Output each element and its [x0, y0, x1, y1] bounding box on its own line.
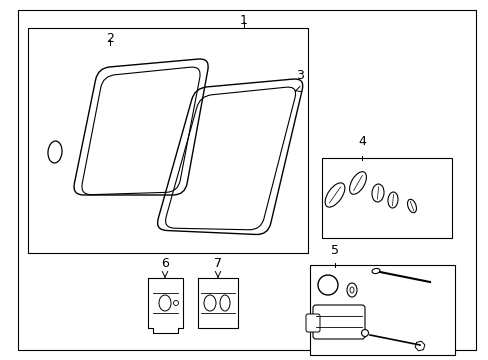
Ellipse shape [387, 192, 397, 208]
Ellipse shape [349, 172, 366, 194]
Circle shape [173, 301, 178, 306]
Text: 3: 3 [295, 69, 304, 82]
Ellipse shape [371, 269, 379, 274]
Text: 6: 6 [161, 257, 168, 270]
Circle shape [317, 275, 337, 295]
Ellipse shape [349, 287, 353, 293]
FancyBboxPatch shape [305, 314, 319, 332]
Ellipse shape [203, 295, 216, 311]
Text: 1: 1 [240, 14, 247, 27]
Text: 2: 2 [106, 32, 114, 45]
Bar [321, 158, 451, 238]
Bar [28, 28, 307, 253]
Ellipse shape [220, 295, 229, 311]
Text: 5: 5 [330, 244, 338, 257]
Ellipse shape [48, 141, 62, 163]
Ellipse shape [325, 183, 344, 207]
Ellipse shape [361, 329, 368, 337]
Text: 4: 4 [357, 135, 365, 148]
Text: 7: 7 [214, 257, 222, 270]
Ellipse shape [159, 295, 171, 311]
Ellipse shape [371, 184, 383, 202]
Ellipse shape [407, 199, 416, 213]
Bar [309, 265, 454, 355]
FancyBboxPatch shape [312, 305, 364, 339]
Ellipse shape [346, 283, 356, 297]
